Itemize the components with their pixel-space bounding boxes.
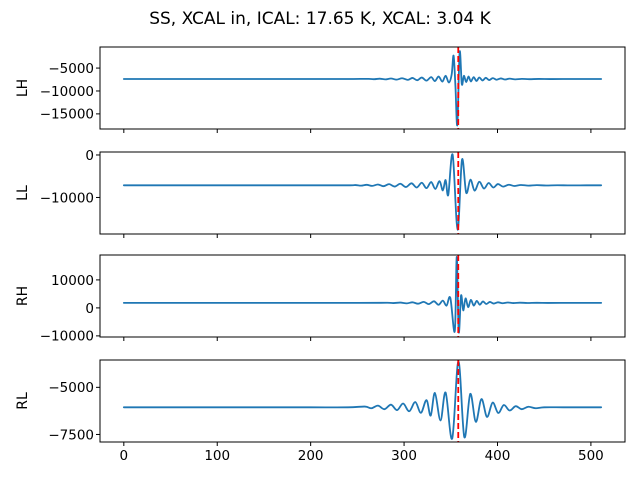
signal-trace-rl: [122, 360, 603, 440]
signal-trace-rh: [122, 256, 603, 334]
y-tick-label: 10000: [51, 273, 94, 289]
y-tick-label: −10000: [40, 84, 94, 100]
signal-trace-ll: [122, 153, 603, 231]
subplot-ll: 0 −10000 LL: [15, 148, 626, 238]
subplot-rh: 10000 0 −10000 RH: [15, 254, 626, 345]
y-axis-label-lh: LH: [15, 79, 31, 97]
subplot-rl: −5000 −7500 0 100 200 300 400 500 RL: [15, 359, 626, 464]
subplot-lh: −5000 −10000 −15000 LH: [15, 46, 626, 133]
axes-frame-rh: [99, 254, 626, 338]
y-tick-label: 0: [85, 301, 94, 317]
figure-title: SS, XCAL in, ICAL: 17.65 K, XCAL: 3.04 K: [149, 9, 491, 29]
y-tick-label: −5000: [48, 61, 94, 77]
y-tick-label: −10000: [40, 190, 94, 206]
y-tick-label: −15000: [40, 107, 94, 123]
y-tick-label: −7500: [48, 427, 94, 443]
y-axis-label-ll: LL: [15, 185, 31, 201]
x-tick-label: 500: [578, 448, 604, 464]
axes-frame-rl: [99, 359, 626, 443]
x-tick-label: 300: [391, 448, 417, 464]
y-tick-label: −10000: [40, 329, 94, 345]
x-tick-label: 0: [120, 448, 129, 464]
x-tick-label: 200: [298, 448, 324, 464]
y-axis-label-rl: RL: [15, 392, 31, 410]
signal-trace-lh: [122, 50, 603, 127]
axes-frame-lh: [99, 46, 626, 130]
y-axis-label-rh: RH: [15, 286, 31, 306]
x-tick-label: 400: [485, 448, 511, 464]
x-tick-label: 100: [204, 448, 230, 464]
y-tick-label: 0: [85, 148, 94, 164]
y-tick-label: −5000: [48, 380, 94, 396]
axes-frame-ll: [99, 151, 626, 235]
